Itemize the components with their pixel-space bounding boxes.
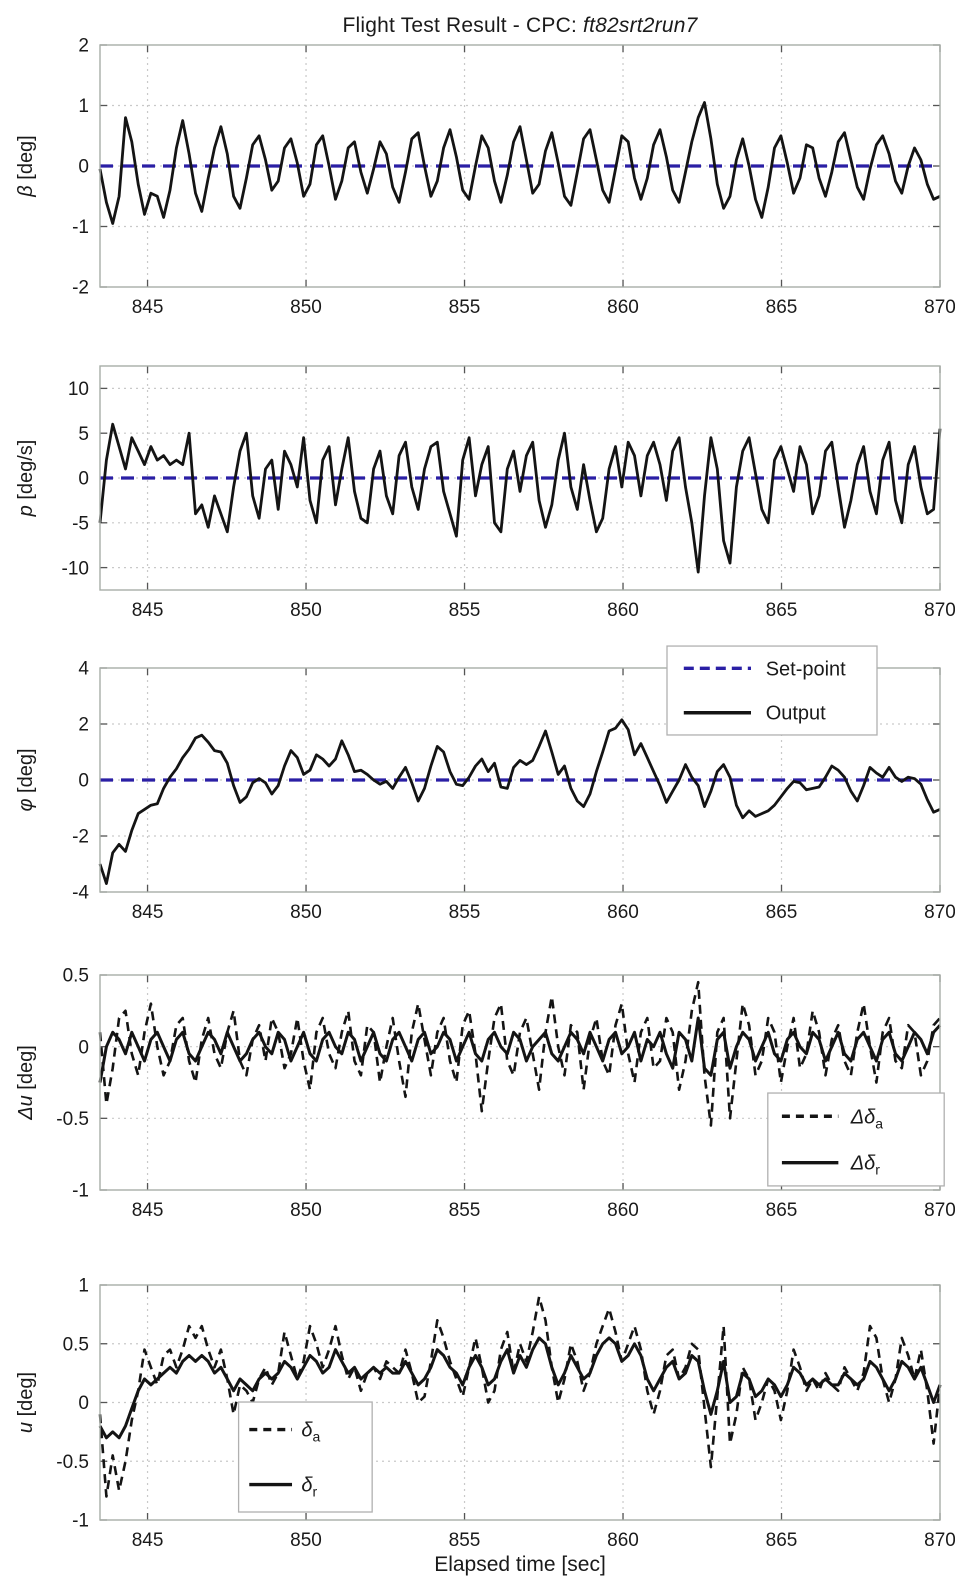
y-tick-label: 0 xyxy=(78,469,89,490)
x-tick-label: 870 xyxy=(924,1200,955,1221)
y-tick-label: 4 xyxy=(78,659,89,680)
x-tick-label: 870 xyxy=(924,600,955,621)
x-tick-label: 850 xyxy=(290,1200,322,1221)
subplot-beta-canvas: 845 850 855 860 865 870 -2 -1 0 1 2 β [deg] xyxy=(15,36,955,318)
series-delta-delta-r-line xyxy=(98,1016,942,1083)
y-tick-label: 0 xyxy=(78,157,89,178)
plot-border xyxy=(99,667,941,893)
x-axis-label: Elapsed time [sec] xyxy=(434,1553,606,1576)
series-delta-a-line xyxy=(98,1295,942,1498)
x-tick-label: 865 xyxy=(766,600,798,621)
y-tick-label: -1 xyxy=(72,217,89,238)
legend-label: Δδr xyxy=(850,1153,881,1178)
x-tick-label: 850 xyxy=(290,1530,322,1551)
x-tick-label: 860 xyxy=(607,1530,639,1551)
legend-label: Output xyxy=(766,703,826,725)
x-tick-label: 865 xyxy=(766,297,798,318)
y-axis-label: Δu [deg] xyxy=(15,1045,37,1121)
x-tick-label: 850 xyxy=(290,297,322,318)
y-tick-label: -10 xyxy=(62,558,89,579)
y-axis-label: β [deg] xyxy=(15,135,37,197)
plot-border xyxy=(99,365,941,591)
x-tick-label: 855 xyxy=(449,600,481,621)
y-tick-label: -1 xyxy=(72,1181,89,1202)
x-tick-label: 865 xyxy=(766,1200,798,1221)
y-tick-label: -5 xyxy=(72,513,89,534)
x-tick-label: 860 xyxy=(607,600,639,621)
plot-border xyxy=(99,1284,941,1521)
x-tick-label: 870 xyxy=(924,1530,955,1551)
x-tick-label: 855 xyxy=(449,297,481,318)
y-tick-label: 1 xyxy=(78,96,89,117)
y-tick-label: 5 xyxy=(78,424,89,445)
legend-box xyxy=(666,645,878,736)
subplot-phi-canvas: 845 850 855 860 865 870 -4 -2 0 2 4 φ [deg] Set-poin… xyxy=(15,645,955,923)
series-output-line xyxy=(98,422,942,574)
x-tick-label: 870 xyxy=(924,297,955,318)
subplot-u-canvas: 845 850 855 860 865 870 -1 -0.5 0 0.5 1 u [deg] δa δr xyxy=(15,1276,955,1551)
y-tick-label: 0.5 xyxy=(63,1334,89,1355)
y-tick-label: 0 xyxy=(78,1037,89,1058)
legend-box xyxy=(237,1401,373,1513)
x-tick-label: 850 xyxy=(290,600,322,621)
y-tick-label: 2 xyxy=(78,36,89,57)
x-tick-label: 845 xyxy=(132,902,164,923)
y-tick-label: -1 xyxy=(72,1511,89,1532)
x-tick-label: 845 xyxy=(132,600,164,621)
y-tick-label: 1 xyxy=(78,1276,89,1297)
plot-border xyxy=(99,974,941,1191)
x-tick-label: 855 xyxy=(449,902,481,923)
x-tick-label: 845 xyxy=(132,1200,164,1221)
y-tick-label: 0 xyxy=(78,1393,89,1414)
plot-border xyxy=(99,44,941,288)
legend-label: δa xyxy=(301,1420,320,1445)
series-delta-r-line xyxy=(98,1336,942,1440)
x-tick-label: 865 xyxy=(766,902,798,923)
x-tick-label: 845 xyxy=(132,297,164,318)
legend-label: Δδa xyxy=(850,1106,884,1131)
y-axis-label: p [deg/s] xyxy=(15,440,37,518)
legend-label: Set-point xyxy=(766,658,846,680)
figure-title: Flight Test Result - CPC: ft82srt2run7 xyxy=(100,14,940,38)
x-tick-label: 855 xyxy=(449,1200,481,1221)
x-tick-label: 860 xyxy=(607,902,639,923)
x-tick-label: 865 xyxy=(766,1530,798,1551)
figure-title-run-id: ft82srt2run7 xyxy=(583,14,698,37)
figure-title-text: Flight Test Result - CPC: xyxy=(342,14,584,37)
y-tick-label: -0.5 xyxy=(56,1109,89,1130)
x-tick-label: 860 xyxy=(607,297,639,318)
y-tick-label: 0 xyxy=(78,771,89,792)
subplot-roll-rate-p-canvas: 845 850 855 860 865 870 -10 -5 0 5 10 p [deg/s] xyxy=(15,365,955,621)
y-tick-label: -2 xyxy=(72,278,89,299)
legend-box xyxy=(767,1092,945,1187)
x-tick-label: 850 xyxy=(290,902,322,923)
subplot-delta-u-canvas: 845 850 855 860 865 870 -1 -0.5 0 0.5 Δu [deg] Δδa Δ… xyxy=(15,966,955,1221)
x-tick-label: 855 xyxy=(449,1530,481,1551)
y-tick-label: 10 xyxy=(68,379,89,400)
y-tick-label: -0.5 xyxy=(56,1452,89,1473)
y-tick-label: -4 xyxy=(72,883,89,904)
legend-label: δr xyxy=(301,1475,317,1500)
x-tick-label: 870 xyxy=(924,902,955,923)
y-axis-label: φ [deg] xyxy=(15,748,37,811)
y-tick-label: -2 xyxy=(72,827,89,848)
x-tick-label: 860 xyxy=(607,1200,639,1221)
y-axis-label: u [deg] xyxy=(15,1372,37,1433)
y-tick-label: 2 xyxy=(78,715,89,736)
series-output-line xyxy=(98,718,941,886)
y-tick-label: 0.5 xyxy=(63,966,89,987)
series-output-line xyxy=(98,101,941,225)
x-tick-label: 845 xyxy=(132,1530,164,1551)
